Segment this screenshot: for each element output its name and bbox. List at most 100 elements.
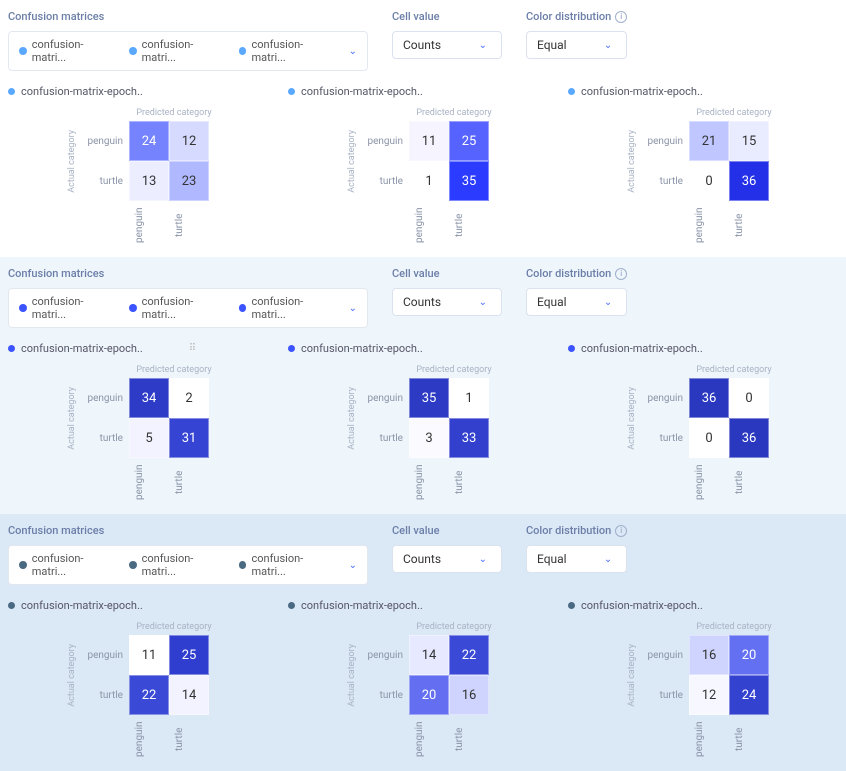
matrix-cell[interactable]: 22 xyxy=(129,675,169,715)
chevron-down-icon[interactable]: ⌄ xyxy=(345,560,361,571)
actual-axis-label: Actual category xyxy=(347,644,357,707)
matrix-chip[interactable]: confusion-matri... xyxy=(235,36,339,66)
chip-bullet-icon xyxy=(129,304,137,312)
row-category-label: turtle xyxy=(81,418,129,458)
color-distribution-select[interactable]: Equal⌄ xyxy=(526,31,627,59)
matrix-chip[interactable]: confusion-matri... xyxy=(15,36,119,66)
chevron-down-icon[interactable]: ⌄ xyxy=(345,303,361,314)
actual-axis-label: Actual category xyxy=(627,644,637,707)
col-category-label: turtle xyxy=(174,462,214,506)
chip-bullet-icon xyxy=(129,47,137,55)
matrix-cell[interactable]: 25 xyxy=(169,635,209,675)
matrix-cell[interactable]: 2 xyxy=(169,378,209,418)
section: Confusion matricesconfusion-matri...conf… xyxy=(0,257,846,514)
row-category-label: turtle xyxy=(641,418,689,458)
matrix-cell[interactable]: 11 xyxy=(129,635,169,675)
matrix-cell[interactable]: 3 xyxy=(409,418,449,458)
matrix-cell[interactable]: 0 xyxy=(729,378,769,418)
matrix-cell[interactable]: 1 xyxy=(449,378,489,418)
row-category-label: turtle xyxy=(361,161,409,201)
col-category-label: penguin xyxy=(134,205,174,249)
col-category-label: penguin xyxy=(134,719,174,763)
chevron-down-icon[interactable]: ⌄ xyxy=(345,46,361,57)
matrix-cell[interactable]: 34 xyxy=(129,378,169,418)
matrix-selector[interactable]: confusion-matri... confusion-matri... conf… xyxy=(8,288,368,328)
matrix-cell[interactable]: 36 xyxy=(729,161,769,201)
matrix-cell[interactable]: 13 xyxy=(129,161,169,201)
row-category-label: penguin xyxy=(81,121,129,161)
matrix-cell[interactable]: 12 xyxy=(689,675,729,715)
matrix-cell[interactable]: 23 xyxy=(169,161,209,201)
select-value: Equal xyxy=(537,38,567,52)
info-icon[interactable]: i xyxy=(615,11,627,23)
predicted-axis-label: Predicted category xyxy=(696,365,771,375)
panel-bullet-icon xyxy=(288,602,295,609)
col-category-label: turtle xyxy=(454,462,494,506)
info-icon[interactable]: i xyxy=(615,268,627,280)
matrix-cell[interactable]: 22 xyxy=(449,635,489,675)
matrix-cell[interactable]: 1 xyxy=(409,161,449,201)
cell-value-select[interactable]: Counts⌄ xyxy=(392,31,502,59)
panel-bullet-icon xyxy=(568,88,575,95)
matrix-cell[interactable]: 24 xyxy=(129,121,169,161)
matrix-chip[interactable]: confusion-matri... xyxy=(235,550,339,580)
matrix-cell[interactable]: 15 xyxy=(729,121,769,161)
color-distribution-label: Color distributioni xyxy=(526,524,627,537)
cell-value-select[interactable]: Counts⌄ xyxy=(392,545,502,573)
matrix-cell[interactable]: 0 xyxy=(689,418,729,458)
matrix-selector[interactable]: confusion-matri... confusion-matri... conf… xyxy=(8,545,368,585)
matrix-selector[interactable]: confusion-matri... confusion-matri... conf… xyxy=(8,31,368,71)
matrix-cell[interactable]: 25 xyxy=(449,121,489,161)
chip-label: confusion-matri... xyxy=(251,295,334,321)
panel-title: confusion-matrix-epoch.. xyxy=(21,85,143,98)
matrix-cell[interactable]: 12 xyxy=(169,121,209,161)
actual-axis-label: Actual category xyxy=(347,130,357,193)
matrix-cell[interactable]: 21 xyxy=(689,121,729,161)
matrix-chip[interactable]: confusion-matri... xyxy=(125,36,229,66)
chip-bullet-icon xyxy=(19,561,27,569)
cell-value-select[interactable]: Counts⌄ xyxy=(392,288,502,316)
matrix-chip[interactable]: confusion-matri... xyxy=(235,293,339,323)
matrix-cell[interactable]: 11 xyxy=(409,121,449,161)
chip-label: confusion-matri... xyxy=(32,38,115,64)
panel-title: confusion-matrix-epoch.. xyxy=(301,342,423,355)
matrix-cell[interactable]: 14 xyxy=(169,675,209,715)
info-icon[interactable]: i xyxy=(615,525,627,537)
matrix-cell[interactable]: 24 xyxy=(729,675,769,715)
matrix-chip[interactable]: confusion-matri... xyxy=(15,293,119,323)
chip-label: confusion-matri... xyxy=(142,552,225,578)
matrix-cell[interactable]: 36 xyxy=(729,418,769,458)
col-category-label: turtle xyxy=(454,719,494,763)
drag-handle-icon[interactable]: ⠿ xyxy=(189,343,197,354)
confusion-matrix-grid: 351333 xyxy=(409,378,489,458)
color-distribution-select[interactable]: Equal⌄ xyxy=(526,545,627,573)
matrix-cell[interactable]: 36 xyxy=(689,378,729,418)
matrix-cell[interactable]: 16 xyxy=(689,635,729,675)
predicted-axis-label: Predicted category xyxy=(416,365,491,375)
matrix-cell[interactable]: 0 xyxy=(689,161,729,201)
select-value: Counts xyxy=(403,552,441,566)
panel-title: confusion-matrix-epoch.. xyxy=(581,342,703,355)
matrix-chip[interactable]: confusion-matri... xyxy=(15,550,119,580)
col-category-label: turtle xyxy=(174,719,214,763)
row-category-label: penguin xyxy=(81,635,129,675)
matrix-cell[interactable]: 33 xyxy=(449,418,489,458)
panel-title: confusion-matrix-epoch.. xyxy=(21,599,143,612)
matrix-cell[interactable]: 16 xyxy=(449,675,489,715)
chip-label: confusion-matri... xyxy=(32,295,115,321)
matrix-cell[interactable]: 31 xyxy=(169,418,209,458)
chip-label: confusion-matri... xyxy=(251,38,334,64)
matrix-cell[interactable]: 20 xyxy=(409,675,449,715)
confusion-matrix-grid: 360036 xyxy=(689,378,769,458)
matrix-cell[interactable]: 35 xyxy=(409,378,449,418)
color-distribution-select[interactable]: Equal⌄ xyxy=(526,288,627,316)
matrix-cell[interactable]: 14 xyxy=(409,635,449,675)
matrix-cell[interactable]: 35 xyxy=(449,161,489,201)
matrix-cell[interactable]: 20 xyxy=(729,635,769,675)
row-category-label: penguin xyxy=(361,378,409,418)
matrix-chip[interactable]: confusion-matri... xyxy=(125,550,229,580)
color-distribution-label: Color distributioni xyxy=(526,10,627,23)
confusion-matrix-grid: 342531 xyxy=(129,378,209,458)
matrix-cell[interactable]: 5 xyxy=(129,418,169,458)
matrix-chip[interactable]: confusion-matri... xyxy=(125,293,229,323)
